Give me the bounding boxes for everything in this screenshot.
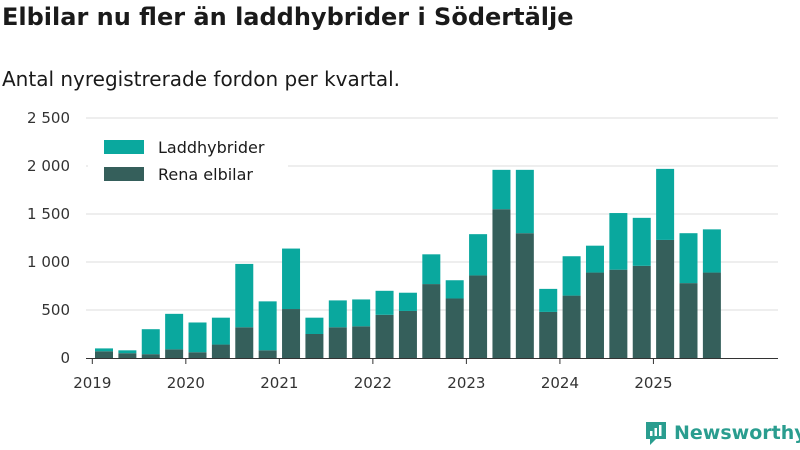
- legend: Laddhybrider Rena elbilar: [88, 134, 288, 190]
- y-tick-label: 2 000: [27, 157, 70, 175]
- bar-rena-elbilar: 2022 Q1 Rena elbilar: 330: [352, 326, 371, 358]
- bar-laddhybrider: 2021 Q3 Laddhybrider: 170: [305, 317, 324, 334]
- bar-laddhybrider: 2020 Q3 Laddhybrider: 280: [211, 317, 230, 345]
- bar-laddhybrider: 2025 Q1 Laddhybrider: 500: [632, 217, 651, 266]
- bar-rena-elbilar: 2024 Q3 Rena elbilar: 890: [585, 272, 604, 358]
- y-tick-label: 1 000: [27, 253, 70, 271]
- bar-laddhybrider: 2023 Q3 Laddhybrider: 410: [492, 169, 511, 210]
- brand: Newsworthy: [644, 420, 800, 446]
- bar-laddhybrider: 2025 Q4 Laddhybrider: 450: [702, 229, 721, 273]
- bars: 2019 Q2 Rena elbilar: 702019 Q2 Laddhybr…: [95, 168, 721, 358]
- bar-rena-elbilar: 2021 Q1 Rena elbilar: 80: [258, 350, 277, 358]
- bar-laddhybrider: 2025 Q2 Laddhybrider: 740: [656, 168, 675, 240]
- y-axis-labels: 0 500 1 000 1 500 2 000 2 500: [27, 109, 70, 367]
- bar-laddhybrider: 2023 Q1 Laddhybrider: 190: [445, 280, 464, 299]
- legend-swatch-rena-elbilar: [104, 167, 144, 181]
- bar-rena-elbilar: 2022 Q2 Rena elbilar: 450: [375, 314, 394, 358]
- bar-rena-elbilar: 2023 Q1 Rena elbilar: 620: [445, 298, 464, 358]
- bar-laddhybrider: 2020 Q1 Laddhybrider: 370: [165, 313, 184, 350]
- bar-rena-elbilar: 2025 Q4 Rena elbilar: 890: [702, 272, 721, 358]
- bar-laddhybrider: 2022 Q2 Laddhybrider: 250: [375, 290, 394, 315]
- bar-laddhybrider: 2024 Q3 Laddhybrider: 280: [585, 245, 604, 273]
- bar-rena-elbilar: 2024 Q1 Rena elbilar: 480: [539, 311, 558, 358]
- bar-laddhybrider: 2022 Q1 Laddhybrider: 280: [352, 299, 371, 327]
- bar-laddhybrider: 2020 Q4 Laddhybrider: 660: [235, 263, 254, 328]
- x-tick-label: 2025: [634, 374, 672, 392]
- bar-rena-elbilar: 2023 Q2 Rena elbilar: 860: [469, 275, 488, 358]
- bar-rena-elbilar: 2019 Q2 Rena elbilar: 70: [95, 351, 113, 358]
- bar-laddhybrider: 2019 Q3 Laddhybrider: 30: [118, 350, 137, 354]
- bar-laddhybrider: 2022 Q3 Laddhybrider: 190: [398, 292, 417, 311]
- bar-rena-elbilar: 2025 Q1 Rena elbilar: 960: [632, 265, 651, 358]
- bar-rena-elbilar: 2021 Q2 Rena elbilar: 510: [282, 309, 301, 358]
- bar-rena-elbilar: 2025 Q2 Rena elbilar: 1230: [656, 239, 675, 358]
- bar-laddhybrider: 2021 Q1 Laddhybrider: 510: [258, 301, 277, 351]
- chart-subtitle: Antal nyregistrerade fordon per kvartal.: [2, 67, 401, 91]
- bar-laddhybrider: 2023 Q4 Laddhybrider: 660: [515, 169, 534, 234]
- bar-rena-elbilar: 2024 Q2 Rena elbilar: 650: [562, 295, 581, 358]
- legend-label-rena-elbilar: Rena elbilar: [158, 165, 253, 184]
- bar-rena-elbilar: 2021 Q4 Rena elbilar: 320: [328, 327, 347, 358]
- bar-laddhybrider: 2024 Q2 Laddhybrider: 410: [562, 256, 581, 296]
- y-tick-label: 500: [41, 301, 70, 319]
- x-tick-label: 2020: [167, 374, 205, 392]
- bar-laddhybrider: 2022 Q4 Laddhybrider: 310: [422, 254, 441, 285]
- bar-rena-elbilar: 2019 Q4 Rena elbilar: 40: [141, 354, 160, 358]
- bar-laddhybrider: 2021 Q2 Laddhybrider: 630: [282, 248, 301, 310]
- bar-rena-elbilar: 2019 Q3 Rena elbilar: 50: [118, 353, 137, 358]
- x-tick-label: 2021: [260, 374, 298, 392]
- y-tick-label: 2 500: [27, 109, 70, 127]
- bar-rena-elbilar: 2020 Q4 Rena elbilar: 320: [235, 327, 254, 358]
- x-axis: 2019 2020 2021 2022 2023 2024 2025: [73, 358, 778, 392]
- bar-laddhybrider: 2019 Q4 Laddhybrider: 260: [141, 329, 160, 355]
- y-tick-label: 1 500: [27, 205, 70, 223]
- bar-rena-elbilar: 2022 Q3 Rena elbilar: 490: [398, 310, 417, 358]
- y-tick-label: 0: [60, 349, 70, 367]
- bar-rena-elbilar: 2025 Q3 Rena elbilar: 780: [679, 283, 698, 358]
- bar-rena-elbilar: 2024 Q4 Rena elbilar: 920: [609, 269, 628, 358]
- bar-laddhybrider: 2025 Q3 Laddhybrider: 520: [679, 233, 698, 284]
- bar-laddhybrider: 2024 Q4 Laddhybrider: 590: [609, 213, 628, 270]
- bar-laddhybrider: 2019 Q2 Laddhybrider: 30: [95, 348, 113, 352]
- bar-rena-elbilar: 2021 Q3 Rena elbilar: 250: [305, 334, 324, 358]
- bar-rena-elbilar: 2020 Q1 Rena elbilar: 90: [165, 349, 184, 358]
- x-tick-label: 2023: [447, 374, 485, 392]
- bar-laddhybrider: 2021 Q4 Laddhybrider: 280: [328, 300, 347, 328]
- bar-rena-elbilar: 2023 Q3 Rena elbilar: 1550: [492, 209, 511, 358]
- x-tick-label: 2019: [73, 374, 111, 392]
- bar-rena-elbilar: 2020 Q3 Rena elbilar: 140: [211, 344, 230, 358]
- newsworthy-logo-icon: [646, 422, 666, 445]
- bar-laddhybrider: 2023 Q2 Laddhybrider: 430: [469, 234, 488, 276]
- x-tick-label: 2022: [354, 374, 392, 392]
- bar-rena-elbilar: 2020 Q2 Rena elbilar: 60: [188, 352, 207, 358]
- legend-label-laddhybrider: Laddhybrider: [158, 138, 265, 157]
- brand-name: Newsworthy: [674, 422, 800, 444]
- chart-title: Elbilar nu fler än laddhybrider i Södert…: [2, 3, 574, 31]
- bar-laddhybrider: 2024 Q1 Laddhybrider: 240: [539, 288, 558, 312]
- x-tick-label: 2024: [541, 374, 579, 392]
- bar-rena-elbilar: 2023 Q4 Rena elbilar: 1300: [515, 233, 534, 358]
- bar-rena-elbilar: 2022 Q4 Rena elbilar: 770: [422, 284, 441, 358]
- legend-swatch-laddhybrider: [104, 140, 144, 154]
- bar-laddhybrider: 2020 Q2 Laddhybrider: 310: [188, 322, 207, 353]
